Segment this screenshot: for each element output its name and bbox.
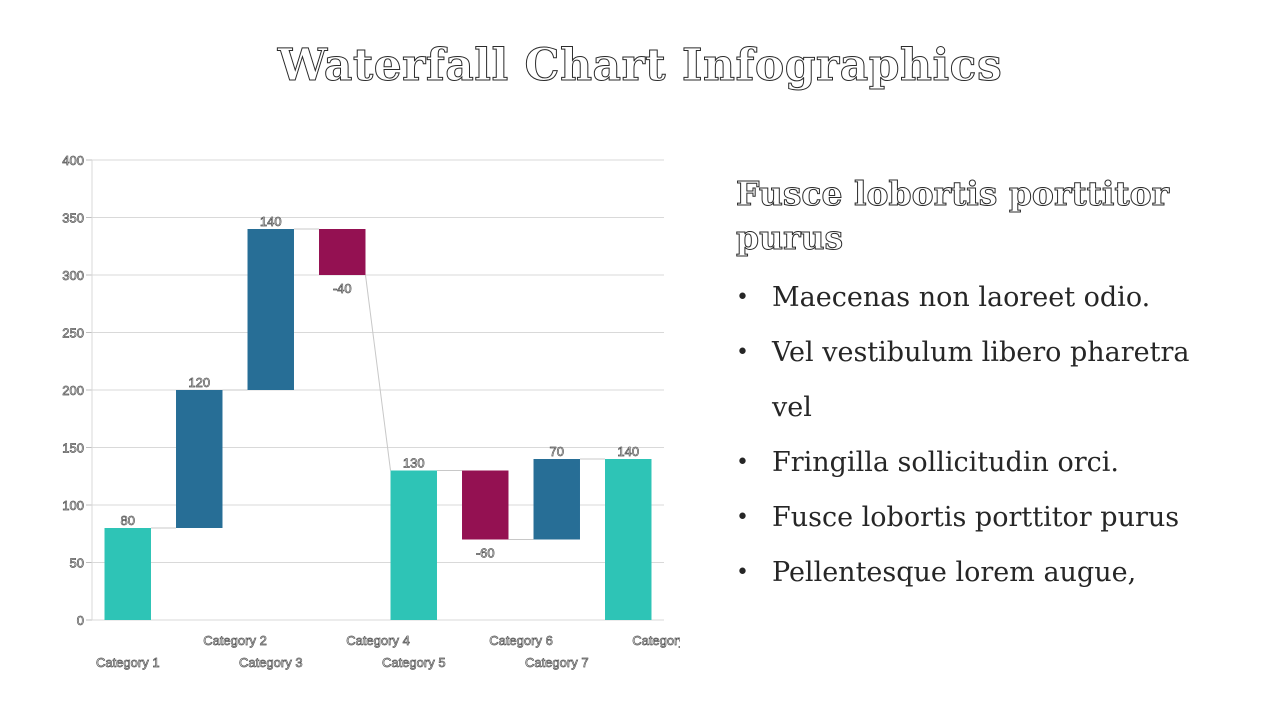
x-tick-label: Category 2 (203, 633, 267, 648)
y-tick-label: 0 (77, 613, 84, 628)
y-tick-label: 50 (70, 556, 84, 571)
waterfall-bar (104, 528, 151, 620)
side-heading: Fusce lobortis porttitor purus (736, 174, 1170, 258)
x-tick-label: Category 5 (382, 655, 446, 670)
x-tick-label: Category 4 (346, 633, 410, 648)
x-tick-label: Category 6 (489, 633, 553, 648)
data-label: 70 (550, 444, 564, 459)
connector-line (364, 274, 392, 471)
connector-lines (150, 228, 606, 540)
y-tick-label: 350 (62, 211, 84, 226)
bullet-item: Maecenas non laoreet odio. (736, 270, 1206, 325)
x-tick-label: Category 8 (632, 633, 680, 648)
data-label: 80 (121, 513, 135, 528)
waterfall-bar (247, 229, 294, 390)
data-label: 130 (403, 456, 425, 471)
y-axis-ticks: 0 50 100 150 200 250 300 350 400 (62, 153, 84, 629)
data-label: 140 (617, 444, 639, 459)
y-tick-label: 400 (62, 153, 84, 168)
bullet-item: Pellentesque lorem augue, (736, 545, 1206, 600)
y-tick-label: 100 (62, 498, 84, 513)
data-label: -60 (476, 546, 495, 561)
x-tick-label: Category 7 (525, 655, 589, 670)
waterfall-bar (462, 470, 509, 540)
waterfall-bar (319, 229, 366, 275)
chart-bars (104, 229, 652, 620)
data-label: 140 (260, 214, 282, 229)
data-label: -40 (333, 281, 352, 296)
data-labels: 80 120 140 -40 130 -60 70 140 (120, 214, 639, 561)
x-tick-label: Category 1 (96, 655, 160, 670)
waterfall-bar (605, 459, 652, 620)
x-axis-ticks: Category 1 Category 2 Category 3 Category 4… (96, 633, 680, 671)
bullet-item: Fringilla sollicitudin orci. (736, 435, 1206, 490)
data-label: 120 (188, 375, 210, 390)
bullet-item: Fusce lobortis porttitor purus (736, 490, 1206, 545)
y-tick-label: 150 (62, 441, 84, 456)
waterfall-bar (533, 459, 580, 540)
x-tick-label: Category 3 (239, 655, 303, 670)
bullet-item: Vel vestibulum libero pharetra vel (736, 325, 1206, 435)
bullet-list: Maecenas non laoreet odio. Vel vestibulu… (736, 270, 1206, 600)
y-tick-label: 250 (62, 326, 84, 341)
chart-grid (86, 159, 664, 621)
waterfall-bar (390, 470, 437, 620)
y-tick-label: 200 (62, 383, 84, 398)
waterfall-bar (176, 390, 223, 528)
waterfall-chart: 0 50 100 150 200 250 300 350 400 80 120 140 -40 130 -… (62, 153, 680, 671)
page-title: Waterfall Chart Infographics (277, 40, 1003, 92)
y-tick-label: 300 (62, 268, 84, 283)
